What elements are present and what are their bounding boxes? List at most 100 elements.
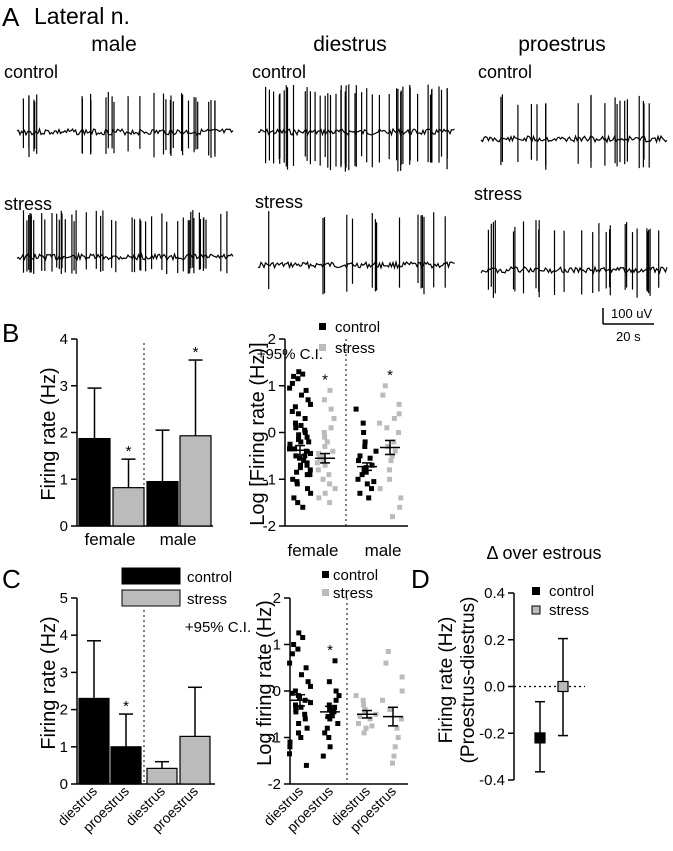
c2-point (387, 707, 393, 713)
b2-point (357, 490, 363, 496)
d-point (557, 680, 569, 693)
b2-point (387, 476, 392, 482)
b2-point (357, 453, 363, 459)
d-y-tick-label: 0.4 (484, 585, 505, 602)
b2-point (293, 453, 299, 459)
c2-point (332, 658, 338, 664)
b2-legend-control-swatch (319, 323, 326, 330)
d-legend-stress-swatch (531, 605, 541, 615)
c2-point (332, 704, 338, 710)
b2-point (361, 430, 367, 435)
b2-point (327, 481, 333, 487)
c1-y-tick-label: 3 (60, 664, 68, 681)
c2-point (302, 716, 308, 722)
b2-point (353, 406, 359, 412)
c2-legend-control-label: control (333, 567, 378, 584)
b2-point (387, 467, 392, 473)
b2-point (382, 383, 388, 389)
c2-point (320, 753, 326, 759)
b1-bar (146, 480, 179, 527)
b2-point (328, 425, 334, 431)
b2-point (367, 455, 373, 461)
b2-point (369, 462, 375, 468)
scale-bar: 100 uV 20 s (602, 306, 654, 344)
spike-traces (16, 84, 668, 298)
c2-point (357, 714, 363, 720)
c2-point (308, 700, 313, 706)
b2-point (302, 430, 308, 435)
b2-point (396, 411, 402, 417)
b2-point (289, 380, 295, 386)
c2-point (395, 735, 401, 740)
b2-point (305, 397, 311, 403)
c2-point (296, 721, 302, 726)
b2-point (363, 469, 369, 475)
b2-point (391, 416, 397, 421)
c2-y-tick-label: -2 (268, 776, 281, 793)
b2-point (330, 448, 336, 454)
b2-y-tick-label: -1 (263, 471, 276, 488)
c2-point (326, 735, 332, 740)
b2-point (362, 439, 368, 445)
c2-point (367, 716, 373, 722)
c2-point (385, 649, 391, 654)
b2-point (322, 444, 328, 449)
b1-y-label: Firing rate (Hz) (38, 367, 60, 500)
chart-b2-log-firing-rate: Log [Firing rate (Hz)] control stress fe… (247, 319, 408, 560)
b2-point (306, 439, 312, 445)
row-label-stress-male: stress (4, 194, 52, 214)
scale-bar-amplitude: 100 uV (611, 306, 653, 321)
panel-letter-d: D (411, 564, 430, 594)
c1-legend-stress-label: stress (187, 591, 227, 608)
c2-point (324, 725, 330, 731)
b2-point (302, 416, 308, 421)
panel-letter-a: A (2, 2, 20, 32)
c2-point (287, 751, 292, 757)
c2-point (326, 702, 332, 708)
b2-legend-stress-label: stress (335, 340, 375, 357)
b1-y-tick-label: 0 (60, 518, 68, 535)
panel-letter-c: C (2, 564, 21, 594)
c2-y-tick-label: -1 (268, 730, 281, 747)
row-label-control-proestrus: control (478, 62, 532, 82)
row-label-stress-proestrus: stress (474, 184, 522, 204)
b2-point (303, 448, 309, 454)
c2-legend-control-swatch (322, 571, 329, 578)
chart-c1-firing-rate-bars: Firing rate (Hz) control stress +95% C.I… (38, 567, 251, 835)
c2-point (304, 725, 310, 731)
b2-point (305, 486, 310, 492)
c1-bar (146, 767, 178, 785)
column-label-proestrus: proestrus (518, 33, 606, 56)
c2-y-tick-label: 2 (273, 590, 281, 607)
b2-point (304, 462, 310, 468)
c2-sig-star: * (327, 642, 333, 659)
trace-baseline-2 (480, 134, 668, 144)
b1-ci-annotation: +95% C.I. (257, 346, 323, 363)
c2-point (356, 721, 361, 726)
b2-point (359, 472, 365, 478)
c2-point (287, 739, 293, 745)
c2-point (308, 683, 313, 689)
row-label-control-diestrus: control (252, 62, 306, 82)
b2-point (327, 500, 333, 506)
b2-y-label: Log [Firing rate (Hz)] (247, 342, 269, 525)
c1-legend-control-swatch (121, 567, 181, 585)
b2-point (385, 444, 391, 449)
c2-point (383, 660, 389, 666)
c1-ci-annotation: +95% C.I. (185, 619, 251, 636)
b2-point (298, 439, 304, 445)
trace-baseline-0 (16, 127, 234, 137)
trace-baseline-4 (257, 259, 455, 271)
b2-sig-star: * (387, 367, 393, 384)
b2-point (299, 392, 304, 398)
d-y-tick-label: 0.0 (484, 679, 505, 696)
b1-group-label-female: female (84, 530, 135, 549)
c2-point (333, 697, 339, 703)
b2-group-label-female: female (287, 541, 338, 560)
b2-point (300, 504, 306, 510)
b2-point (396, 401, 402, 407)
c2-point (326, 679, 332, 685)
d-legend-control-swatch (532, 587, 540, 595)
c2-point (322, 730, 328, 736)
b2-point (316, 495, 322, 501)
